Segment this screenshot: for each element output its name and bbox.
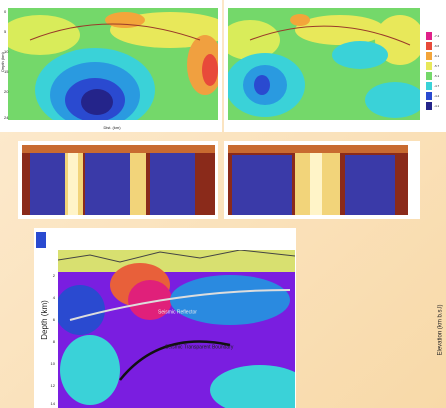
depth-tick: 10 xyxy=(51,361,56,366)
annotation: Seismic Reflector xyxy=(158,309,197,315)
depth-tick: 24 xyxy=(4,115,9,120)
legend-label: -5.7 xyxy=(434,64,440,68)
contour-map xyxy=(0,8,230,132)
legend-label: -5.1 xyxy=(434,74,440,78)
resistivity-section xyxy=(228,145,408,215)
legend-label: -7.4 xyxy=(434,34,440,38)
depth-tick: 20 xyxy=(4,89,9,94)
annotation: Seismic Transparent Boundary xyxy=(165,344,234,350)
screenshot: 0 5 10 15 20 24 Depth (km) Dist. (km) -7… xyxy=(0,0,446,408)
legend-label: -6.1 xyxy=(434,54,440,58)
colorbar xyxy=(36,232,46,248)
legend-label: -4.4 xyxy=(434,94,440,98)
side-label: Elevation (km b.s.l) xyxy=(438,304,444,355)
depth-tick: 12 xyxy=(51,383,56,388)
contour-map xyxy=(220,8,425,120)
resistivity-section xyxy=(22,145,215,215)
legend-label: -4.1 xyxy=(434,104,440,108)
axis-label: Depth (km) xyxy=(0,51,5,71)
axis-label: Dist. (km) xyxy=(103,125,121,130)
page: {"top_panels": {"y_label": "Depth (km)",… xyxy=(0,0,446,408)
depth-tick: 14 xyxy=(51,401,56,406)
axis-label: Depth (km) xyxy=(40,300,49,340)
legend-label: -4.7 xyxy=(434,84,440,88)
legend-label: -6.6 xyxy=(434,44,440,48)
depth-section xyxy=(55,250,310,408)
